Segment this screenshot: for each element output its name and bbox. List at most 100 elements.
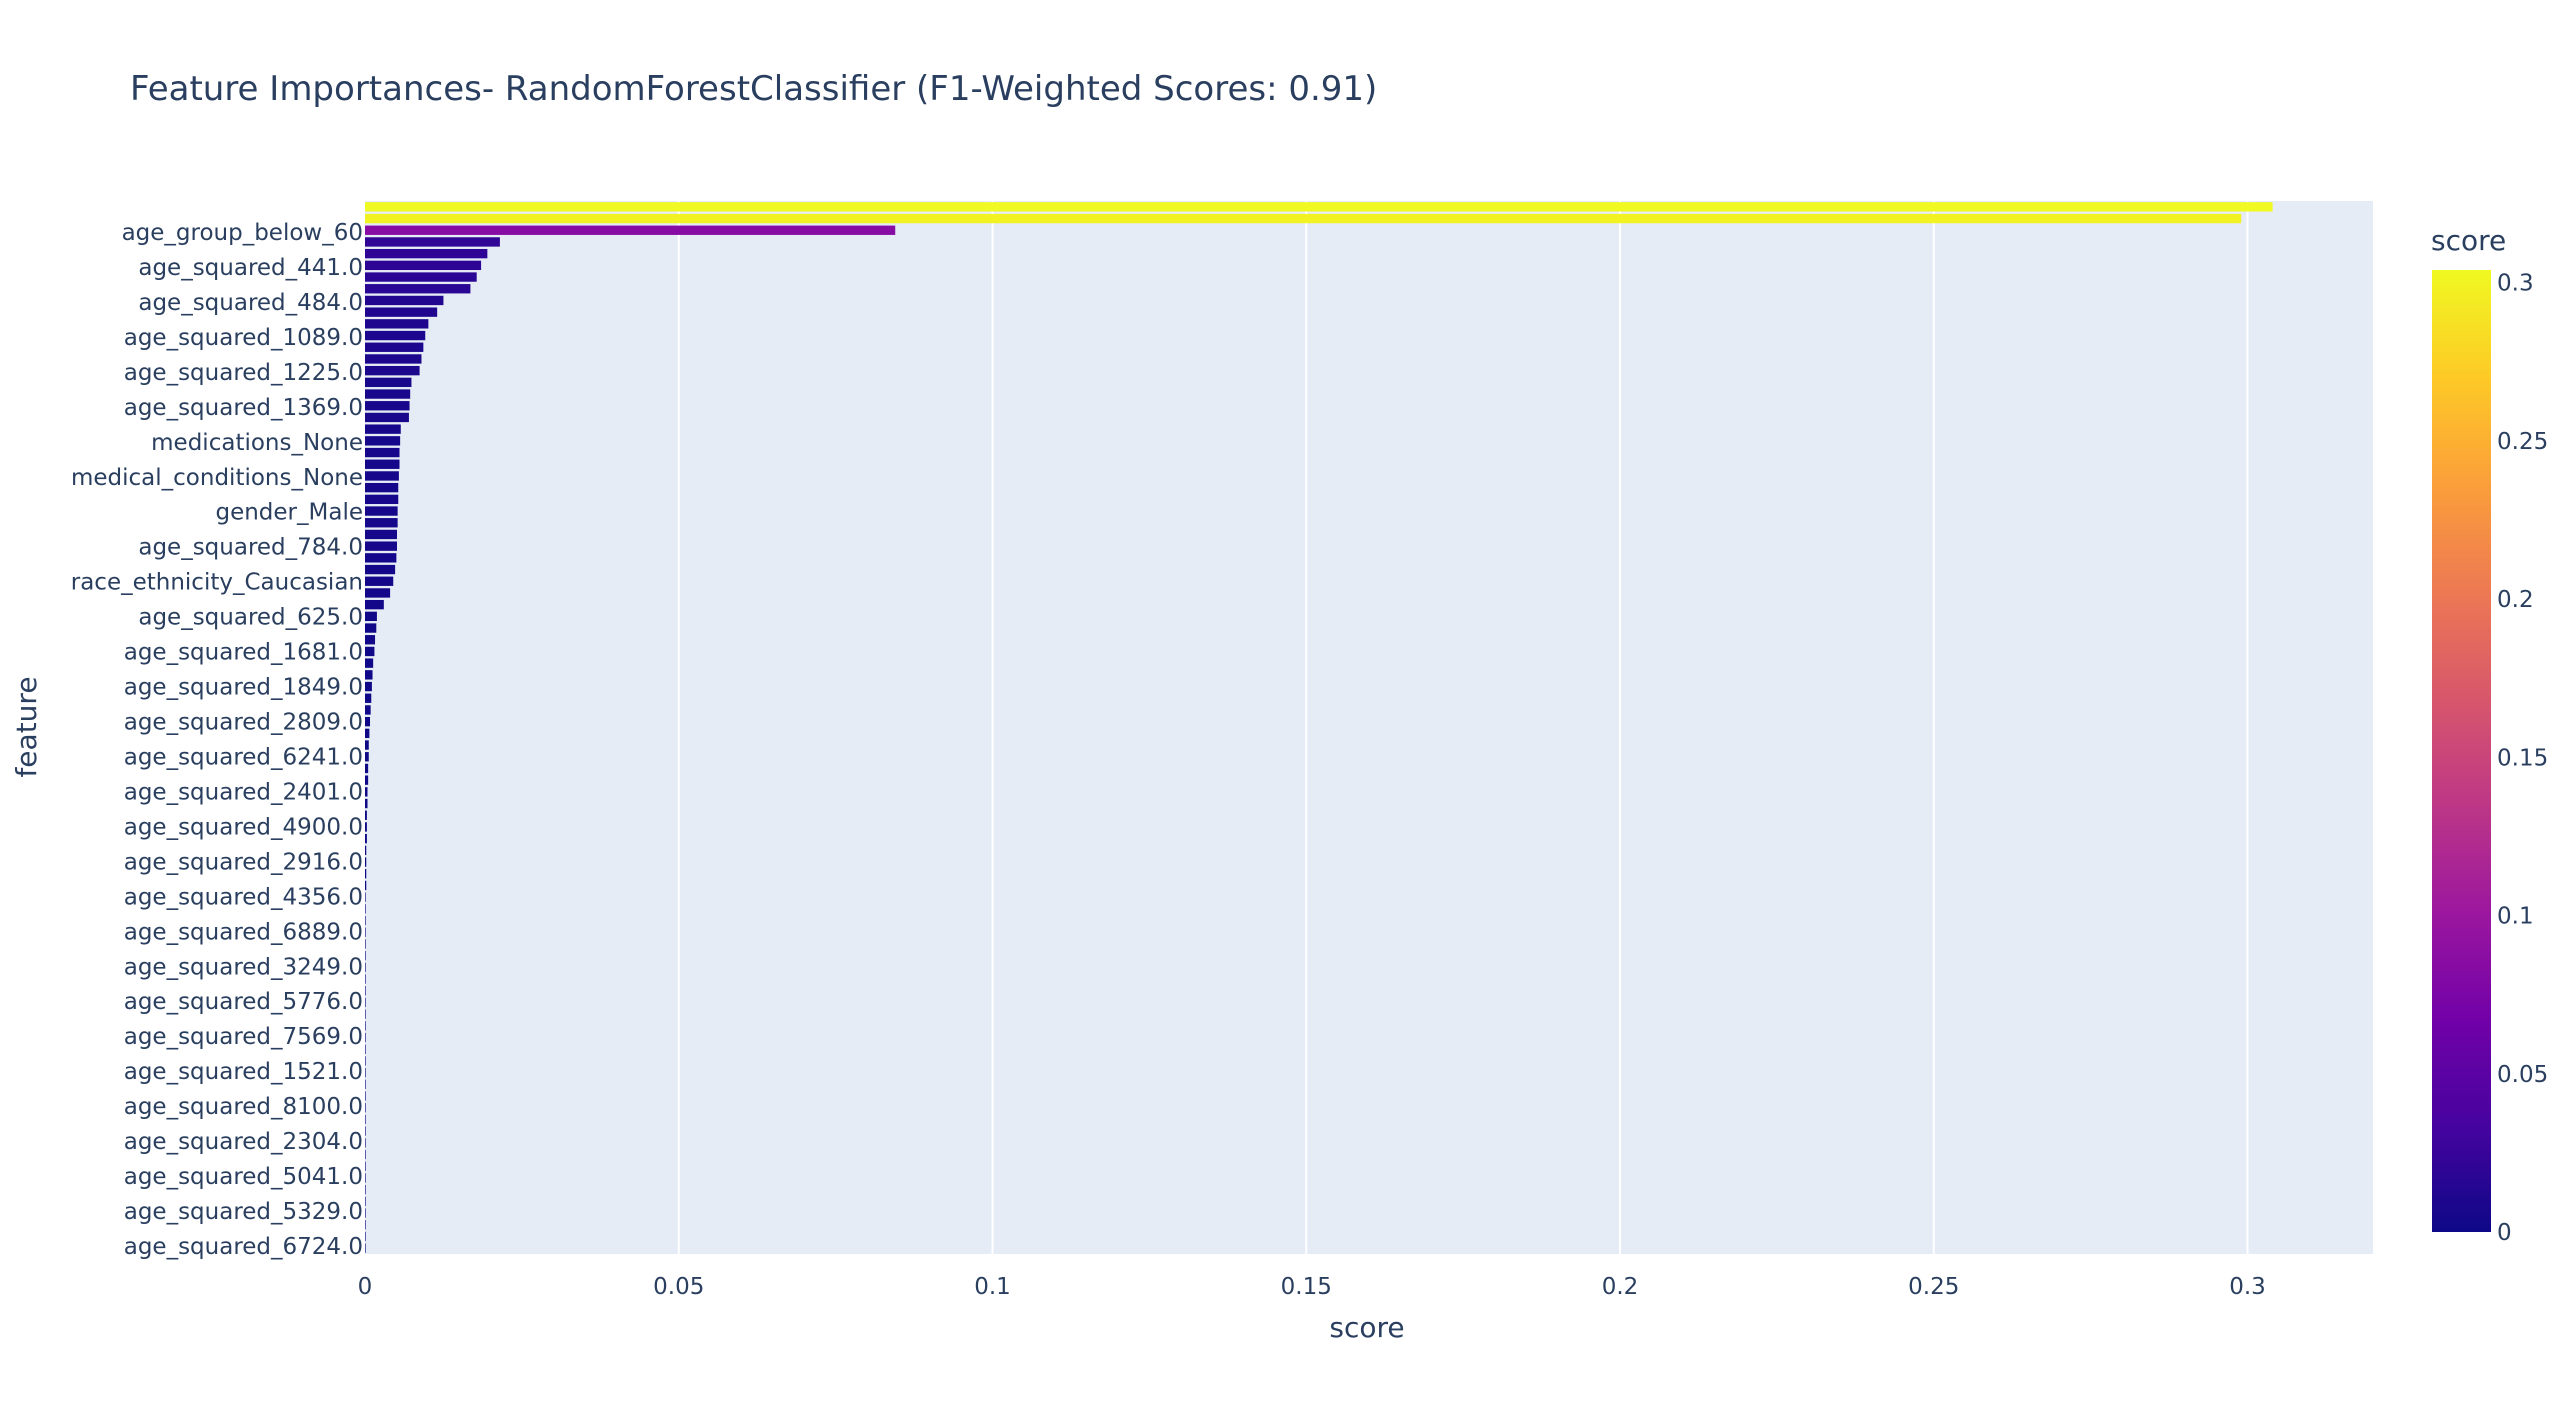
bar-26 <box>365 506 398 516</box>
bar-22 <box>365 459 400 469</box>
colorbar <box>2432 270 2491 1232</box>
bar-12 <box>365 342 424 352</box>
bar-32 <box>365 576 394 586</box>
bar-29 <box>365 541 398 551</box>
bar-2 <box>365 225 896 235</box>
y-tick-label-11: age_squared_625.0 <box>138 605 363 631</box>
bar-0 <box>365 202 2273 212</box>
y-tick-label-6: medications_None <box>151 430 363 456</box>
bar-62 <box>365 927 366 937</box>
y-axis-title: feature <box>10 676 43 777</box>
bar-83 <box>365 1173 366 1183</box>
bar-82 <box>365 1161 366 1171</box>
bar-17 <box>365 401 410 411</box>
y-tick-label-15: age_squared_6241.0 <box>124 744 363 770</box>
bar-23 <box>365 471 399 481</box>
bar-78 <box>365 1114 366 1125</box>
colorbar-tick-label-1: 0.05 <box>2497 1062 2548 1088</box>
bar-71 <box>365 1032 366 1043</box>
bar-42 <box>365 693 372 703</box>
chart-title: Feature Importances- RandomForestClassif… <box>130 69 1377 109</box>
colorbar-tick-label-2: 0.1 <box>2497 904 2534 930</box>
bar-60 <box>365 904 366 914</box>
bar-44 <box>365 716 371 727</box>
bar-30 <box>365 553 397 563</box>
bar-4 <box>365 248 488 259</box>
bar-15 <box>365 377 412 388</box>
bar-77 <box>365 1103 366 1113</box>
bar-48 <box>365 763 369 774</box>
bar-9 <box>365 307 438 317</box>
y-tick-label-4: age_squared_1225.0 <box>124 360 363 386</box>
x-tick-label-0: 0 <box>358 1274 373 1300</box>
y-tick-label-13: age_squared_1849.0 <box>124 675 363 701</box>
y-tick-label-19: age_squared_4356.0 <box>124 884 363 910</box>
bar-50 <box>365 787 368 797</box>
x-tick-label-3: 0.15 <box>1281 1274 1332 1300</box>
bar-75 <box>365 1079 366 1090</box>
bar-58 <box>365 880 367 891</box>
bar-38 <box>365 646 375 657</box>
bar-67 <box>365 986 366 996</box>
bar-25 <box>365 494 399 505</box>
y-tick-label-26: age_squared_2304.0 <box>124 1129 363 1155</box>
y-tick-label-5: age_squared_1369.0 <box>124 395 363 421</box>
y-tick-label-20: age_squared_6889.0 <box>124 919 363 945</box>
bar-41 <box>365 681 372 692</box>
bar-53 <box>365 822 367 832</box>
bar-89 <box>365 1243 366 1253</box>
bar-20 <box>365 436 401 446</box>
x-tick-label-6: 0.3 <box>2229 1274 2266 1300</box>
y-tick-label-8: gender_Male <box>215 500 363 526</box>
bar-10 <box>365 319 429 329</box>
colorbar-tick-label-0: 0 <box>2497 1220 2512 1246</box>
bar-3 <box>365 237 500 247</box>
y-tick-label-22: age_squared_5776.0 <box>124 989 363 1015</box>
y-tick-label-3: age_squared_1089.0 <box>124 325 363 351</box>
bar-79 <box>365 1126 366 1136</box>
bar-61 <box>365 915 366 926</box>
bar-14 <box>365 365 420 376</box>
bar-57 <box>365 869 367 879</box>
y-axis-ticks: age_group_below_60 age_squared_441.0 age_s… <box>71 220 363 1260</box>
colorbar-title: score <box>2431 224 2506 257</box>
bar-34 <box>365 599 384 610</box>
bar-63 <box>365 939 366 949</box>
bar-45 <box>365 728 370 739</box>
bar-64 <box>365 950 366 961</box>
bar-8 <box>365 295 444 306</box>
bar-56 <box>365 857 367 867</box>
bar-59 <box>365 892 366 902</box>
bar-49 <box>365 775 369 785</box>
bar-51 <box>365 798 368 809</box>
colorbar-tick-label-4: 0.2 <box>2497 587 2534 613</box>
plot-area <box>365 201 2373 1254</box>
bar-74 <box>365 1067 366 1078</box>
bar-31 <box>365 564 396 575</box>
y-tick-label-16: age_squared_2401.0 <box>124 779 363 805</box>
bar-36 <box>365 623 377 633</box>
y-tick-label-2: age_squared_484.0 <box>138 290 363 316</box>
y-tick-label-24: age_squared_1521.0 <box>124 1059 363 1085</box>
bar-55 <box>365 845 367 856</box>
bar-52 <box>365 810 367 820</box>
bar-70 <box>365 1021 366 1031</box>
bar-69 <box>365 1009 366 1019</box>
y-tick-label-17: age_squared_4900.0 <box>124 814 363 840</box>
bar-33 <box>365 588 391 598</box>
x-tick-label-4: 0.2 <box>1602 1274 1639 1300</box>
y-tick-label-28: age_squared_5329.0 <box>124 1199 363 1225</box>
bar-66 <box>365 974 366 984</box>
bar-47 <box>365 752 369 762</box>
bar-16 <box>365 389 411 399</box>
bar-81 <box>365 1149 366 1160</box>
bar-11 <box>365 330 426 341</box>
y-tick-label-29: age_squared_6724.0 <box>124 1234 363 1260</box>
bar-73 <box>365 1056 366 1066</box>
bar-7 <box>365 284 471 294</box>
y-tick-label-27: age_squared_5041.0 <box>124 1164 363 1190</box>
y-tick-label-10: race_ethnicity_Caucasian <box>71 570 363 596</box>
bar-35 <box>365 611 377 622</box>
